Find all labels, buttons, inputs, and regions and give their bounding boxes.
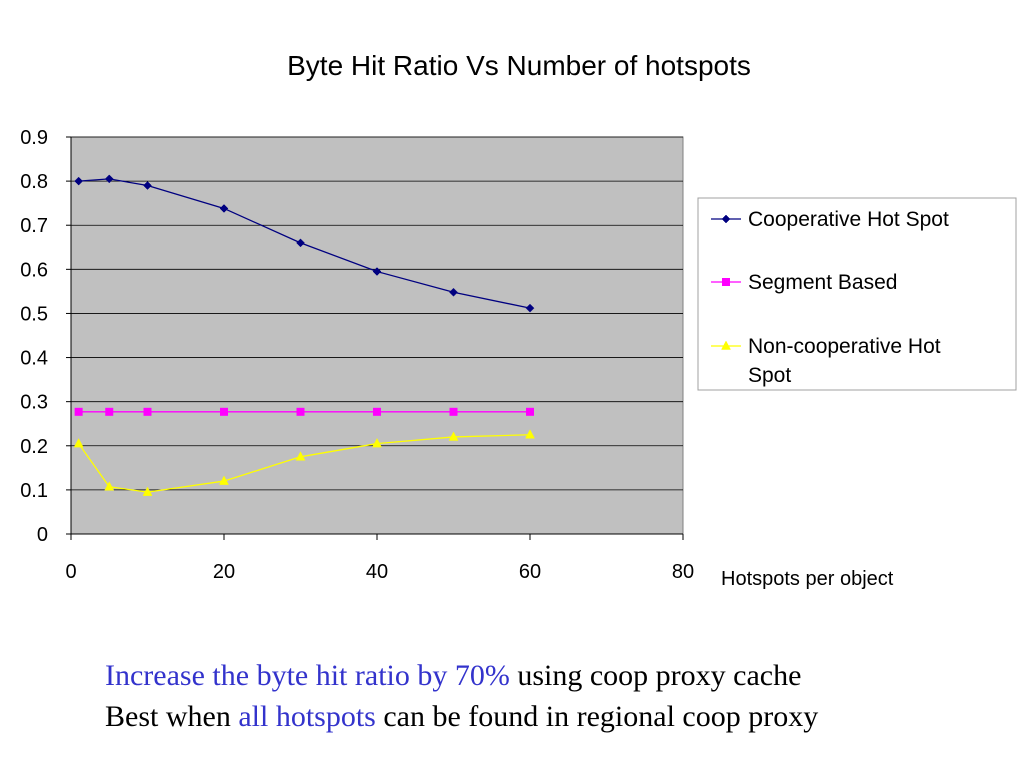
series-line [78,434,531,493]
y-tick-label: 0 [37,524,48,546]
data-point [219,204,229,213]
line-chart: Byte Hit Ratio Vs Number of hotspots 0 0.1… [20,50,1017,590]
data-point [525,303,535,313]
y-tick-label: 0.9 [20,127,48,149]
y-tick-label: 0.6 [20,259,48,281]
data-point [219,475,229,485]
data-point [104,481,115,491]
data-point [373,407,381,416]
data-point [73,438,84,448]
data-point [296,238,305,248]
x-tick-label: 20 [213,561,235,583]
y-tick-label: 0.1 [20,480,48,502]
note-text-1: using coop proxy cache [509,659,802,692]
data-point [296,407,305,416]
y-tick-label: 0.8 [20,171,48,193]
data-point [525,429,535,439]
data-point [372,267,382,276]
legend: Cooperative Hot Spot Segment Based Non-coo… [697,197,1017,391]
legend-label: Non-cooperative Hot Spot [748,335,941,387]
plot-area [70,136,684,535]
x-tick-label: 40 [366,561,388,583]
note-line-2: Best when all hotspots can be found in r… [105,696,1005,737]
y-tick-label: 0.5 [20,303,48,325]
legend-box [697,197,1017,391]
data-point [295,451,306,461]
data-point [143,407,152,416]
legend-swatch-marker [722,278,730,286]
legend-swatch-marker [721,214,731,224]
data-point [142,486,153,496]
legend-label: Segment Based [748,271,897,294]
chart-title: Byte Hit Ratio Vs Number of hotspots [287,50,751,81]
data-point [449,407,458,416]
series-square-1 [74,407,534,416]
y-tick-label: 0.2 [20,436,48,458]
data-point [372,438,382,448]
data-point [526,407,534,416]
note-highlight-1: Increase the byte hit ratio by 70% [105,659,510,692]
data-point [104,174,114,184]
x-tick-label: 80 [672,561,694,583]
x-tick-label: 0 [65,561,76,583]
data-point [74,407,83,416]
x-axis-label: Hotspots per object [721,568,894,590]
y-tick-label: 0.7 [20,215,48,237]
data-point [74,176,84,186]
data-point [448,431,459,441]
data-point [220,407,228,416]
legend-swatch-marker [721,340,731,350]
data-point [105,407,114,416]
series-line [78,178,531,309]
legend-label: Cooperative Hot Spot [748,208,949,231]
note-text-2b: can be found in regional coop proxy [375,700,819,733]
slide-notes: Increase the byte hit ratio by 70% using… [105,655,1005,737]
note-text-2a: Best when [105,700,239,733]
x-tick-label: 60 [519,561,541,583]
note-highlight-2: all hotspots [238,700,376,733]
data-point [143,181,152,190]
y-tick-label: 0.3 [20,392,48,414]
data-point [449,287,458,297]
note-line-1: Increase the byte hit ratio by 70% using… [105,655,1005,696]
series-triangle-2 [73,429,535,496]
y-tick-label: 0.4 [20,348,48,370]
series-diamond-0 [74,174,535,313]
